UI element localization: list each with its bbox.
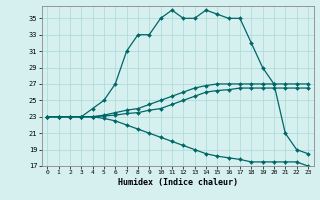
X-axis label: Humidex (Indice chaleur): Humidex (Indice chaleur) [118,178,237,187]
